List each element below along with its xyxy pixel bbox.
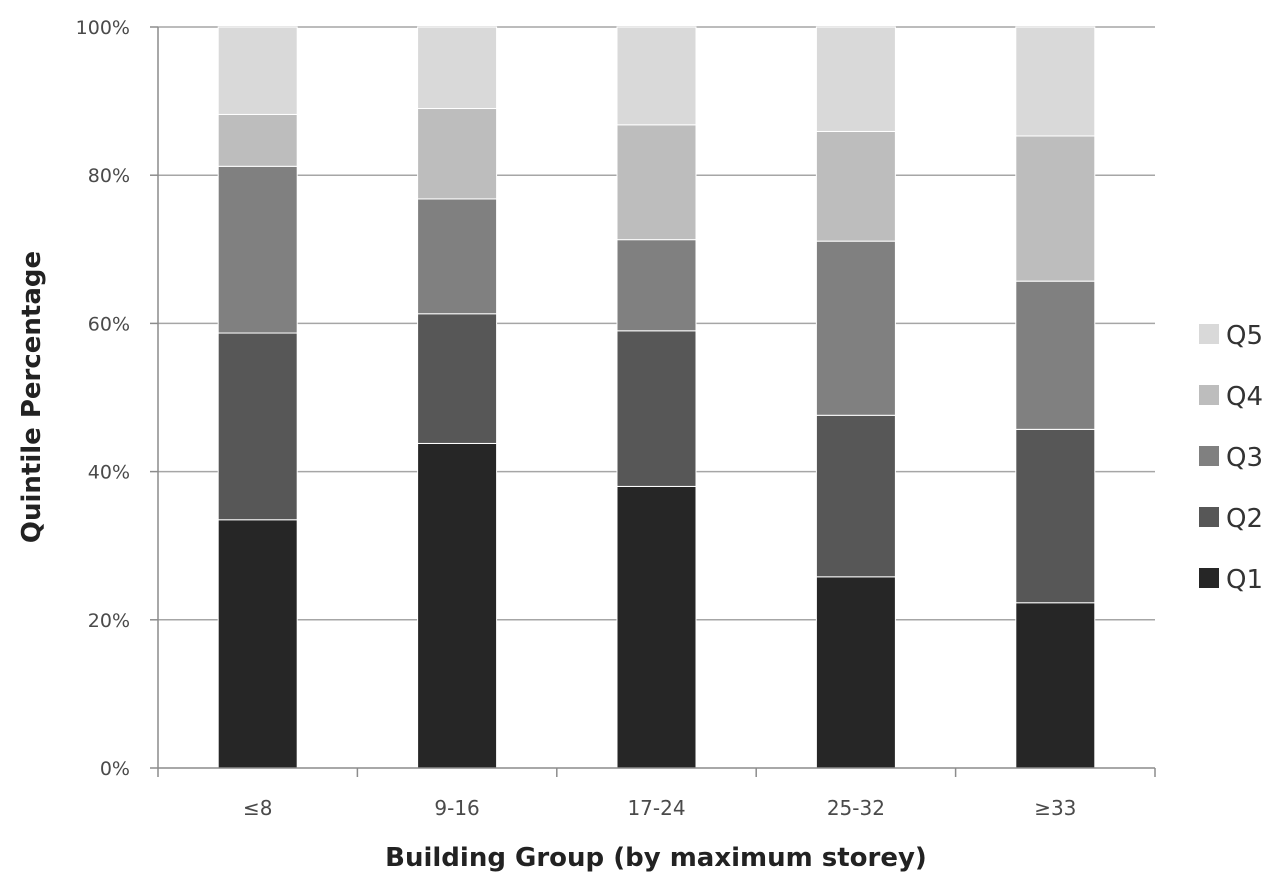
bar-segment-q2 [1015, 428, 1096, 604]
legend-swatch-q3 [1199, 446, 1219, 466]
bar-segment-q4 [616, 124, 697, 241]
bar-segment-q5 [217, 26, 298, 115]
x-category-label: 17-24 [627, 796, 685, 820]
y-tick-label: 80% [88, 165, 130, 187]
legend-swatch-q2 [1199, 507, 1219, 527]
legend-label-q3: Q3 [1226, 443, 1263, 473]
bar-segment-q4 [815, 130, 896, 242]
bar-segment-q4 [217, 113, 298, 167]
legend-label-q2: Q2 [1226, 504, 1263, 534]
y-tick-label: 0% [100, 758, 130, 780]
y-tick-label: 60% [88, 313, 130, 335]
bar-segment-q3 [616, 239, 697, 332]
y-tick-label: 20% [88, 610, 130, 632]
legend-label-q5: Q5 [1226, 321, 1263, 351]
bar-segment-q3 [1015, 280, 1096, 430]
legend-label-q4: Q4 [1226, 382, 1263, 412]
y-tick-label: 100% [76, 17, 130, 39]
y-axis-tick-labels: 0% 20% 40% 60% 80% 100% [76, 17, 130, 780]
x-category-label: ≤8 [243, 796, 272, 820]
x-category-label: 25-32 [827, 796, 885, 820]
bar-segment-q1 [217, 519, 298, 769]
legend-swatch-q5 [1199, 324, 1219, 344]
bar-segment-q4 [1015, 135, 1096, 282]
bar-segment-q1 [1015, 602, 1096, 769]
bar-segment-q2 [616, 330, 697, 487]
y-axis-title: Quintile Percentage [17, 251, 47, 543]
legend-swatch-q4 [1199, 385, 1219, 405]
y-tick-label: 40% [88, 462, 130, 484]
bar-segment-q3 [217, 165, 298, 334]
bar-segment-q2 [417, 313, 498, 444]
bar-segment-q5 [417, 26, 498, 110]
bar-segment-q1 [417, 442, 498, 769]
bars [217, 26, 1096, 769]
legend-swatch-q1 [1199, 568, 1219, 588]
bar-segment-q2 [217, 332, 298, 521]
legend-label-q1: Q1 [1226, 565, 1263, 595]
x-axis-category-labels: ≤8 9-16 17-24 25-32 ≥33 [243, 796, 1076, 820]
bar-segment-q5 [616, 26, 697, 126]
bar-segment-q3 [815, 240, 896, 416]
x-category-label: 9-16 [434, 796, 479, 820]
bar-segment-q5 [815, 26, 896, 132]
x-axis [157, 767, 1156, 777]
x-category-label: ≥33 [1034, 796, 1076, 820]
bar-segment-q1 [815, 576, 896, 769]
bar-segment-q1 [616, 485, 697, 769]
bar-segment-q5 [1015, 26, 1096, 137]
bar-segment-q3 [417, 198, 498, 315]
x-axis-title: Building Group (by maximum storey) [385, 843, 927, 873]
legend: Q5 Q4 Q3 Q2 Q1 [1199, 321, 1263, 595]
bar-segment-q4 [417, 108, 498, 200]
bar-segment-q2 [815, 414, 896, 578]
